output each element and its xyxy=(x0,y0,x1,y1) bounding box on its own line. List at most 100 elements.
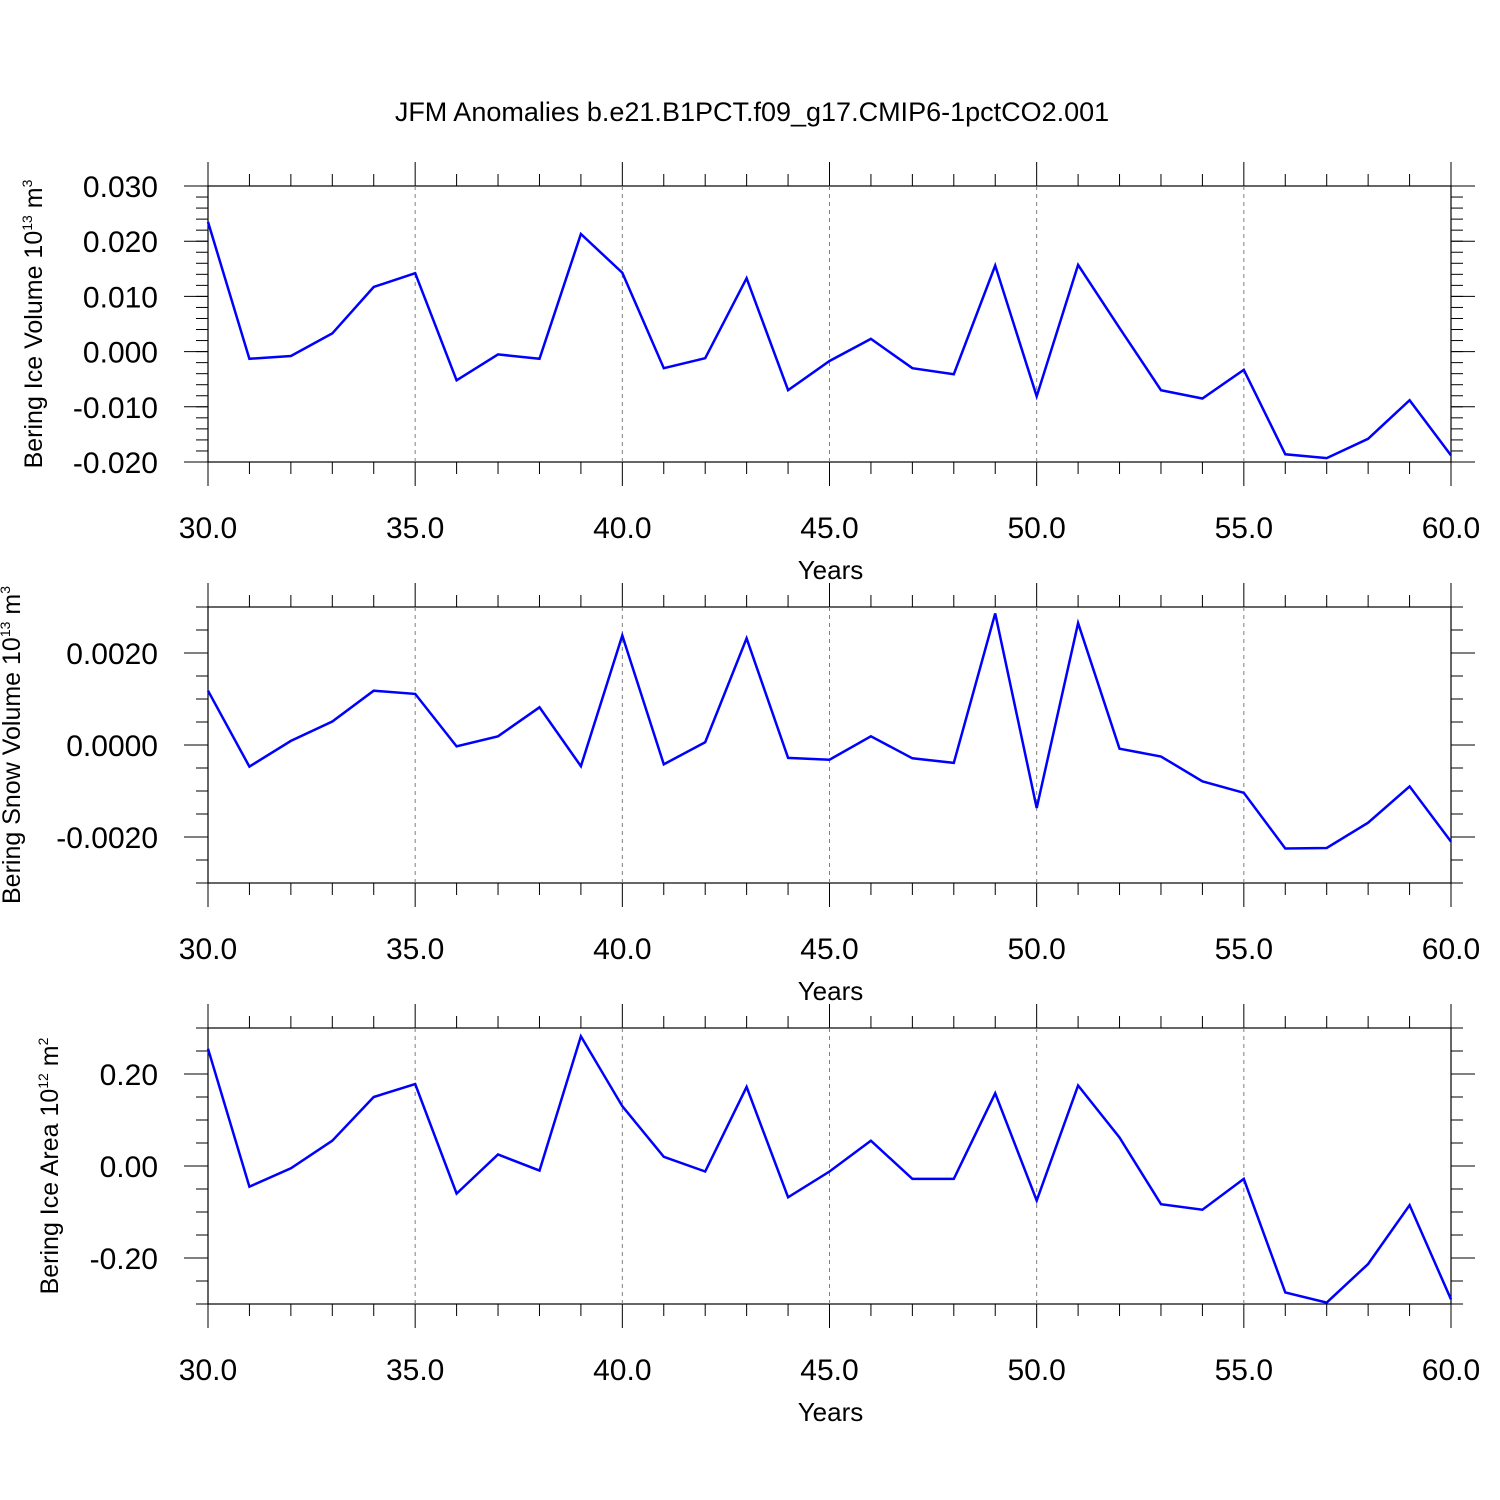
y-tick-label: 0.010 xyxy=(83,281,158,314)
x-tick-label: 35.0 xyxy=(386,1354,444,1387)
y-tick-label: 0.00 xyxy=(100,1151,158,1184)
series-line xyxy=(206,221,1452,460)
data-point xyxy=(413,1082,417,1086)
x-tick-label: 35.0 xyxy=(386,933,444,966)
data-point xyxy=(1283,847,1287,851)
data-point xyxy=(330,720,334,724)
chart-title: JFM Anomalies b.e21.B1PCT.f09_g17.CMIP6-… xyxy=(395,97,1109,127)
y-tick-label: -0.010 xyxy=(73,392,158,425)
data-point xyxy=(1118,1135,1122,1139)
data-point xyxy=(620,1104,624,1108)
data-point xyxy=(1325,1301,1329,1305)
data-point xyxy=(993,1091,997,1095)
data-point xyxy=(455,744,459,748)
data-point xyxy=(745,636,749,640)
data-point xyxy=(703,356,707,360)
data-point xyxy=(1325,846,1329,850)
data-point xyxy=(828,1170,832,1174)
data-point xyxy=(330,331,334,335)
data-point xyxy=(372,285,376,289)
x-tick-label: 45.0 xyxy=(800,512,858,545)
data-point xyxy=(952,1177,956,1181)
y-tick-label: 0.20 xyxy=(100,1059,158,1092)
chart-panel-3: -0.20 0.00 0.20 30.0 35.0 40.0 45.0 50.0 55.0 60.… xyxy=(35,1004,1480,1427)
data-point xyxy=(662,762,666,766)
y-tick-label: 0.020 xyxy=(83,226,158,259)
x-tick-label: 50.0 xyxy=(1007,933,1065,966)
data-point xyxy=(330,1139,334,1143)
y-tick-label: 0.0000 xyxy=(66,730,158,763)
x-tick-label: 30.0 xyxy=(179,933,237,966)
data-point xyxy=(1366,1262,1370,1266)
data-point xyxy=(662,366,666,370)
data-point xyxy=(1200,397,1204,401)
data-point xyxy=(1035,1199,1039,1203)
y-tick-label: -0.020 xyxy=(73,447,158,480)
data-point xyxy=(910,756,914,760)
data-point xyxy=(1366,821,1370,825)
data-point xyxy=(247,357,251,361)
data-point xyxy=(579,1034,583,1038)
data-point xyxy=(703,1170,707,1174)
x-tick-label: 40.0 xyxy=(593,933,651,966)
data-point xyxy=(745,276,749,280)
data-point xyxy=(620,271,624,275)
x-tick-label: 40.0 xyxy=(593,1354,651,1387)
data-point xyxy=(413,271,417,275)
data-point xyxy=(1283,1291,1287,1295)
x-tick-label: 55.0 xyxy=(1215,933,1273,966)
data-point xyxy=(910,1177,914,1181)
x-tick-label: 55.0 xyxy=(1215,1354,1273,1387)
data-point xyxy=(496,734,500,738)
data-point xyxy=(496,352,500,356)
data-point xyxy=(206,1047,210,1051)
data-point xyxy=(993,263,997,267)
data-point xyxy=(869,337,873,341)
data-point xyxy=(1242,368,1246,372)
chart-panel-2: -0.0020 0.0000 0.0020 30.0 35.0 40.0 45.0 50.0 5… xyxy=(0,583,1480,1006)
x-tick-label: 30.0 xyxy=(179,1354,237,1387)
data-point xyxy=(289,739,293,743)
data-point xyxy=(1366,437,1370,441)
y-tick-label: 0.000 xyxy=(83,337,158,370)
data-point xyxy=(372,1095,376,1099)
data-point xyxy=(1076,621,1080,625)
data-point xyxy=(289,354,293,358)
data-point xyxy=(1449,453,1453,457)
data-point xyxy=(1325,456,1329,460)
data-point xyxy=(828,359,832,363)
y-tick-label: 0.0020 xyxy=(66,638,158,671)
data-point xyxy=(910,366,914,370)
data-point xyxy=(620,634,624,638)
series-line xyxy=(206,613,1452,850)
data-point xyxy=(496,1153,500,1157)
data-point xyxy=(703,740,707,744)
data-point xyxy=(1200,1208,1204,1212)
y-tick-label: -0.0020 xyxy=(56,822,158,855)
data-point xyxy=(1200,779,1204,783)
data-point xyxy=(372,689,376,693)
x-tick-label: 30.0 xyxy=(179,512,237,545)
x-tick-label: 60.0 xyxy=(1422,1354,1480,1387)
x-tick-label: 40.0 xyxy=(593,512,651,545)
y-axis-title: Bering Ice Area 1012 m2 xyxy=(35,1037,64,1294)
data-point xyxy=(1242,791,1246,795)
data-point xyxy=(247,1185,251,1189)
x-tick-label: 60.0 xyxy=(1422,512,1480,545)
data-point xyxy=(537,357,541,361)
data-point xyxy=(1118,747,1122,751)
x-tick-label: 50.0 xyxy=(1007,512,1065,545)
chart-panel-1: -0.020 -0.010 0.000 0.010 0.020 0.030 30.0 35.0… xyxy=(19,162,1480,585)
x-tick-label: 60.0 xyxy=(1422,933,1480,966)
x-tick-label: 35.0 xyxy=(386,512,444,545)
data-point xyxy=(206,220,210,224)
y-axis-title: Bering Snow Volume 1013 m3 xyxy=(0,586,26,904)
data-point xyxy=(1408,784,1412,788)
data-point xyxy=(1076,263,1080,267)
data-point xyxy=(537,705,541,709)
x-axis-title: Years xyxy=(798,555,864,585)
data-point xyxy=(247,765,251,769)
data-point xyxy=(1159,1202,1163,1206)
data-point xyxy=(455,378,459,382)
